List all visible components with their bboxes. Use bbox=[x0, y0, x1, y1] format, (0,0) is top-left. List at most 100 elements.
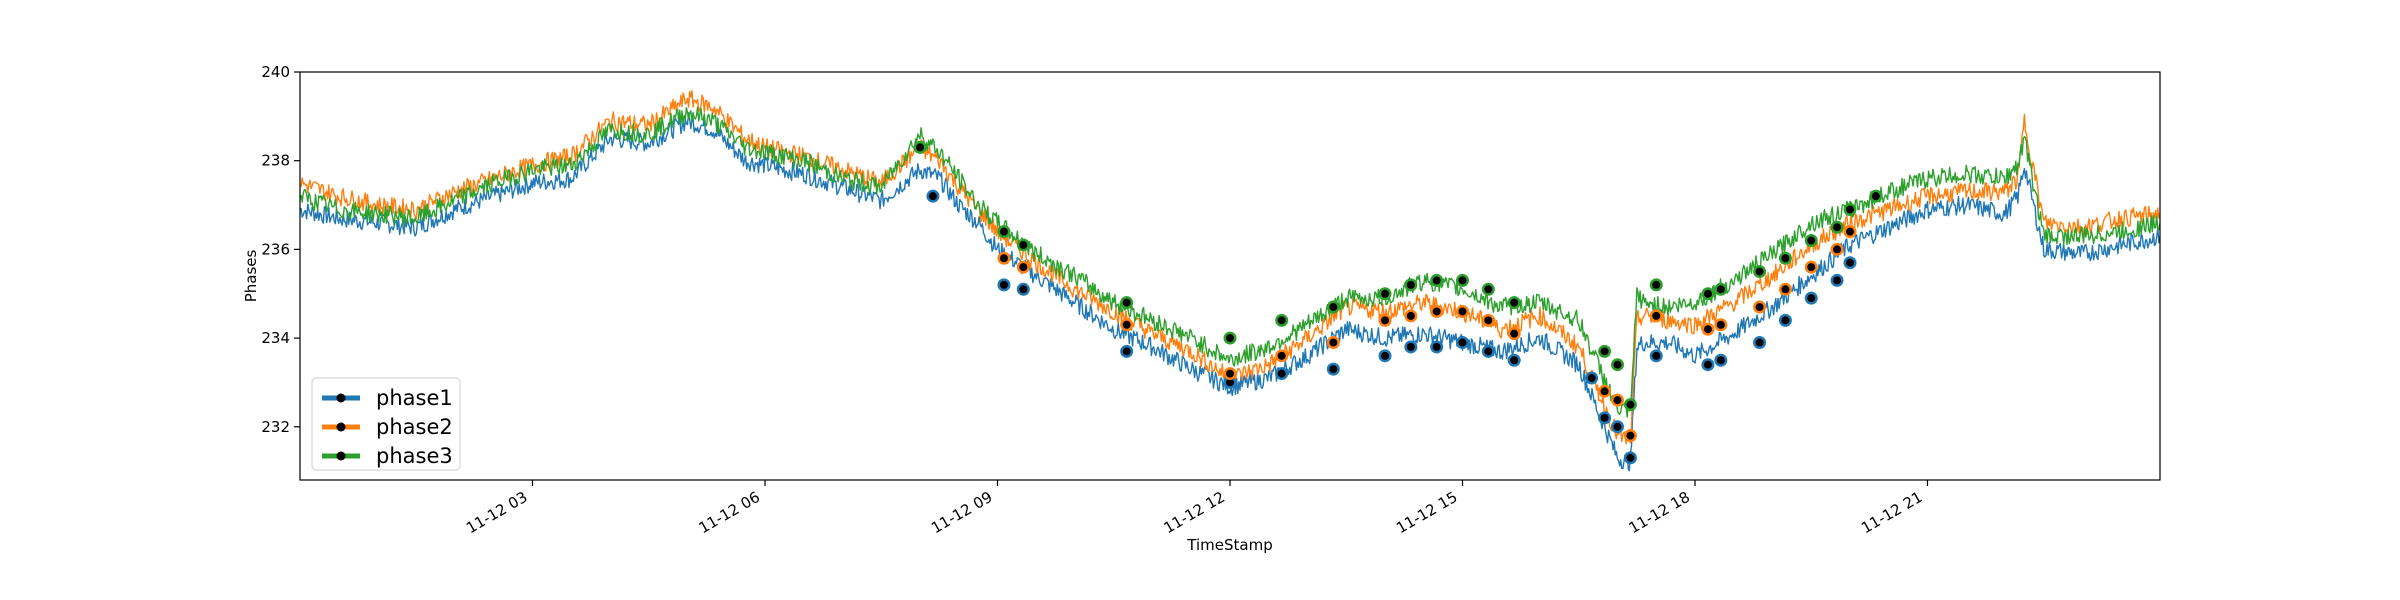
highlight-point-core bbox=[999, 254, 1008, 263]
highlight-point-core bbox=[1652, 351, 1661, 360]
highlight-point-core bbox=[1432, 342, 1441, 351]
highlight-point-core bbox=[928, 192, 937, 201]
highlight-point-core bbox=[1226, 369, 1234, 378]
y-axis-label: Phases bbox=[242, 250, 260, 303]
highlight-point-core bbox=[1613, 396, 1622, 405]
x-tick-label: 11-12 21 bbox=[1858, 488, 1925, 537]
highlight-point-core bbox=[1846, 205, 1854, 214]
highlight-point-core bbox=[1781, 254, 1790, 263]
legend-label-phase2: phase2 bbox=[376, 415, 453, 439]
highlight-point-core bbox=[916, 143, 924, 152]
highlight-point-core bbox=[1019, 263, 1028, 272]
highlight-point-core bbox=[1871, 192, 1880, 201]
highlight-point-core bbox=[1652, 280, 1661, 289]
highlight-point-core bbox=[1484, 316, 1493, 325]
highlight-point-core bbox=[1613, 422, 1622, 431]
y-tick-label: 238 bbox=[261, 152, 290, 170]
x-axis-label: TimeStamp bbox=[1186, 536, 1272, 554]
highlight-point-core bbox=[1626, 400, 1635, 409]
legend-marker-phase3 bbox=[336, 451, 346, 461]
x-tick-label: 11-12 09 bbox=[928, 488, 995, 537]
y-tick-label: 232 bbox=[261, 418, 290, 436]
highlight-point-core bbox=[1807, 294, 1816, 303]
highlight-point-core bbox=[1381, 351, 1389, 360]
highlight-point-core bbox=[1626, 453, 1635, 462]
highlight-point-core bbox=[1587, 374, 1596, 382]
x-tick-label: 11-12 18 bbox=[1626, 488, 1693, 537]
highlight-point-core bbox=[1406, 342, 1415, 351]
highlight-point-core bbox=[1703, 360, 1712, 369]
highlight-point-core bbox=[1406, 311, 1415, 320]
highlight-point-core bbox=[1226, 334, 1234, 343]
highlight-point-core bbox=[1277, 351, 1286, 360]
x-tick-label: 11-12 12 bbox=[1161, 488, 1228, 537]
y-tick-label: 234 bbox=[261, 329, 290, 347]
highlight-point-core bbox=[1716, 320, 1725, 329]
legend-label-phase1: phase1 bbox=[376, 386, 453, 410]
highlight-point-core bbox=[1755, 303, 1764, 312]
highlight-point-core bbox=[1329, 303, 1338, 312]
plot-area bbox=[300, 72, 2160, 480]
highlight-point-core bbox=[1122, 298, 1131, 307]
legend-label-phase3: phase3 bbox=[376, 444, 453, 468]
highlight-point-core bbox=[1613, 360, 1622, 369]
highlight-point-core bbox=[1484, 347, 1493, 356]
highlight-point-core bbox=[1807, 263, 1816, 272]
highlight-point-core bbox=[1833, 245, 1842, 254]
highlight-point-core bbox=[1600, 347, 1609, 356]
highlight-point-core bbox=[1626, 431, 1635, 440]
highlight-point-core bbox=[1329, 365, 1338, 374]
highlight-point-core bbox=[1807, 236, 1816, 245]
y-tick-label: 240 bbox=[261, 63, 290, 81]
highlight-point-core bbox=[1019, 285, 1028, 294]
highlight-point-core bbox=[1833, 276, 1842, 285]
y-tick-label: 236 bbox=[261, 240, 290, 258]
series-line-phase1 bbox=[299, 112, 2161, 472]
highlight-point-core bbox=[1381, 316, 1389, 325]
highlight-point-core bbox=[1755, 338, 1764, 347]
highlight-point-core bbox=[1846, 227, 1854, 236]
highlight-point-core bbox=[1277, 369, 1286, 378]
highlight-point-core bbox=[1600, 413, 1609, 422]
highlight-point-core bbox=[1277, 316, 1286, 325]
highlight-point-core bbox=[999, 280, 1008, 289]
highlight-point-core bbox=[1381, 289, 1389, 298]
highlight-point-core bbox=[1652, 311, 1661, 320]
highlight-point-core bbox=[1458, 307, 1467, 316]
highlight-point-core bbox=[1226, 378, 1234, 387]
highlight-point-core bbox=[1484, 285, 1493, 294]
legend: phase1 phase2 phase3 bbox=[311, 377, 461, 471]
highlight-point-core bbox=[1510, 298, 1519, 307]
highlight-point-core bbox=[1406, 280, 1415, 289]
highlight-point-core bbox=[1716, 356, 1725, 365]
highlight-point-core bbox=[1703, 325, 1712, 334]
highlight-point-core bbox=[1781, 285, 1790, 294]
highlight-point-core bbox=[1510, 356, 1519, 365]
highlight-point-core bbox=[1458, 276, 1467, 285]
series-line-phase3 bbox=[299, 106, 2161, 418]
highlight-point-core bbox=[1716, 285, 1725, 294]
x-tick-label: 11-12 15 bbox=[1393, 488, 1460, 537]
highlight-point-core bbox=[1122, 320, 1131, 329]
highlight-point-core bbox=[1510, 329, 1519, 338]
highlight-point-core bbox=[1432, 276, 1441, 285]
highlight-point-core bbox=[1019, 240, 1028, 249]
highlight-point-core bbox=[1432, 307, 1441, 316]
x-tick-label: 11-12 03 bbox=[463, 488, 530, 537]
highlight-point-core bbox=[1122, 347, 1131, 356]
highlight-point-core bbox=[1458, 338, 1467, 347]
highlight-point-core bbox=[1600, 387, 1609, 396]
highlight-point-core bbox=[1329, 338, 1338, 347]
highlight-point-core bbox=[1833, 223, 1842, 232]
highlight-point-core bbox=[1703, 289, 1712, 298]
x-tick-label: 11-12 06 bbox=[696, 488, 763, 537]
legend-marker-phase1 bbox=[336, 393, 346, 403]
highlight-point-core bbox=[1755, 267, 1764, 276]
highlight-point-core bbox=[1846, 258, 1854, 267]
legend-box bbox=[311, 377, 461, 471]
highlight-point-core bbox=[1781, 316, 1790, 325]
highlight-point-core bbox=[999, 227, 1008, 236]
legend-marker-phase2 bbox=[336, 422, 346, 432]
